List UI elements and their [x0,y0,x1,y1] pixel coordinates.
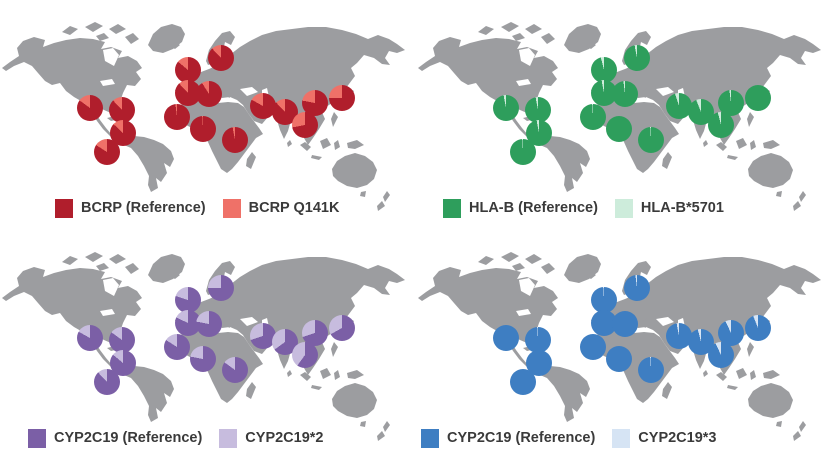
pie-bcrp-pakistan [249,93,276,120]
legend-label-variant: CYP2C19*3 [638,430,717,447]
pie-hla-b-italy [611,81,638,108]
legend-swatch-variant [612,429,631,448]
legend-swatch-reference [443,199,461,218]
legend-item-reference: BCRP (Reference) [55,199,206,218]
pie-cyp2c19-star3-west-africa [579,334,606,361]
pie-cyp2c19-star3-britain [591,286,618,313]
pie-cyp2c19-star3-japan [744,314,771,341]
pie-cyp2c19-star2-peru [93,369,120,396]
pie-cyp2c19-star2-caribbean [108,326,135,353]
pie-cyp2c19-star2-west-africa [163,334,190,361]
pie-cyp2c19-star2-china [301,320,328,347]
pie-cyp2c19-star3-italy [611,311,638,338]
pie-bcrp-italy [195,81,222,108]
pie-cyp2c19-star3-kenya [638,357,665,384]
legend-item-reference: CYP2C19 (Reference) [28,429,202,448]
pie-cyp2c19-star2-britain [175,286,202,313]
pie-cyp2c19-star2-nigeria [190,346,216,373]
pie-cyp2c19-star2-mexico [76,325,103,352]
pie-hla-b-vietnam [707,111,734,138]
pie-layer [0,230,416,460]
pie-cyp2c19-star2-japan [328,314,355,341]
legend-label-reference: CYP2C19 (Reference) [447,430,596,447]
pie-cyp2c19-star2-pakistan [249,323,276,350]
pie-bcrp-britain [175,56,202,83]
legend-swatch-reference [421,429,439,448]
legend-swatch-variant [222,199,241,218]
pie-hla-b-west-africa [579,104,606,131]
pie-bcrp-peru [93,139,120,166]
pie-hla-b-finland [623,44,650,71]
pie-bcrp-finland [207,44,234,71]
pie-cyp2c19-star3-pakistan [665,323,692,350]
pie-hla-b-britain [591,56,618,83]
pie-bcrp-kenya [222,127,249,154]
pie-hla-b-mexico [492,95,519,122]
pie-bcrp-vietnam [291,111,318,138]
legend-label-reference: CYP2C19 (Reference) [54,430,203,447]
pie-bcrp-china [301,90,328,117]
legend: HLA-B (Reference) HLA-B*5701 [443,199,724,218]
legend-item-variant: CYP2C19*2 [219,429,323,448]
pie-cyp2c19-star3-caribbean [524,326,551,353]
legend-item-reference: HLA-B (Reference) [443,199,598,218]
pie-hla-b-china [717,90,744,117]
pie-bcrp-west-africa [163,104,190,131]
legend-label-variant: CYP2C19*2 [245,430,324,447]
legend-swatch-variant [219,429,238,448]
pie-layer [416,0,832,230]
pie-hla-b-nigeria [606,116,632,143]
legend: CYP2C19 (Reference) CYP2C19*2 [28,429,323,448]
pie-bcrp-japan [328,84,355,111]
pie-bcrp-nigeria [190,116,216,143]
map-panel-cyp2c19-star3: CYP2C19 (Reference) CYP2C19*3 [416,230,832,460]
legend: CYP2C19 (Reference) CYP2C19*3 [421,429,716,448]
pie-cyp2c19-star2-italy [195,311,222,338]
pie-hla-b-pakistan [665,93,692,120]
pie-hla-b-peru [509,139,536,166]
pie-hla-b-japan [744,84,771,111]
pie-cyp2c19-star3-finland [623,274,650,301]
pie-cyp2c19-star3-mexico [492,325,519,352]
pie-hla-b-kenya [638,127,665,154]
legend-swatch-reference [28,429,46,448]
map-panel-cyp2c19-star2: CYP2C19 (Reference) CYP2C19*2 [0,230,416,460]
pie-cyp2c19-star3-vietnam [707,341,734,368]
pie-hla-b-caribbean [524,96,551,123]
legend-item-reference: CYP2C19 (Reference) [421,429,595,448]
pie-bcrp-caribbean [108,96,135,123]
legend-item-variant: HLA-B*5701 [614,199,724,218]
legend-item-variant: CYP2C19*3 [612,429,716,448]
pie-cyp2c19-star3-nigeria [606,346,632,373]
pie-layer [416,230,832,460]
pie-cyp2c19-star3-china [717,320,744,347]
map-panel-hla-b: HLA-B (Reference) HLA-B*5701 [416,0,832,230]
legend-item-variant: BCRP Q141K [222,199,340,218]
pie-cyp2c19-star2-vietnam [291,341,318,368]
legend-swatch-variant [614,199,633,218]
legend-swatch-reference [55,199,73,218]
legend-label-reference: HLA-B (Reference) [469,200,598,217]
pie-layer [0,0,416,230]
legend: BCRP (Reference) BCRP Q141K [55,199,339,218]
pie-cyp2c19-star2-kenya [222,357,249,384]
legend-label-variant: HLA-B*5701 [640,200,724,217]
pie-cyp2c19-star2-finland [207,274,234,301]
legend-label-reference: BCRP (Reference) [81,200,206,217]
legend-label-variant: BCRP Q141K [248,200,340,217]
map-panel-bcrp: BCRP (Reference) BCRP Q141K [0,0,416,230]
pie-bcrp-mexico [76,95,103,122]
pie-cyp2c19-star3-peru [509,369,536,396]
